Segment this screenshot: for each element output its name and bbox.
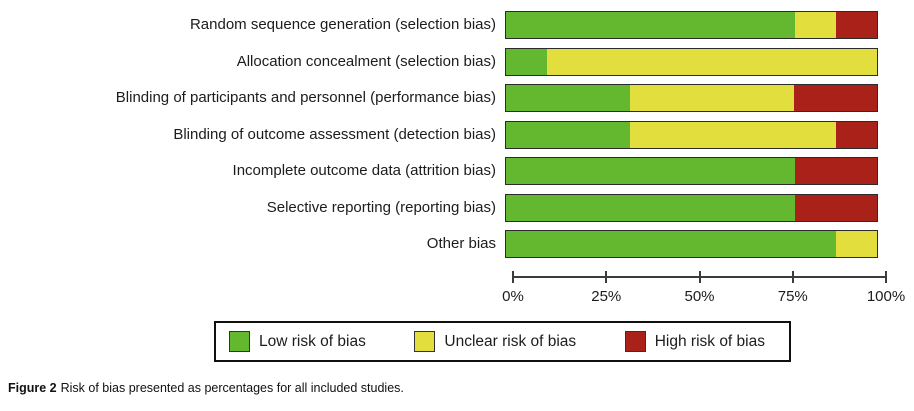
chart-row: Random sequence generation (selection bi…	[0, 11, 878, 39]
axis-tick-50	[698, 271, 701, 283]
bar-segment-unclear-risk-of-bias	[629, 85, 795, 111]
chart-row: Blinding of participants and personnel (…	[0, 84, 878, 112]
bar-track	[505, 47, 878, 76]
bar-segment-low-risk-of-bias	[506, 231, 836, 257]
axis-tick-100	[885, 271, 887, 283]
legend-label: Unclear risk of bias	[444, 332, 577, 350]
bar-segment-unclear-risk-of-bias	[547, 48, 877, 75]
bar-segment-high-risk-of-bias	[794, 158, 877, 184]
axis-tick-0	[512, 271, 514, 283]
legend-item-high-risk-of-bias: High risk of bias	[624, 331, 765, 352]
bar-segment-high-risk-of-bias	[835, 12, 877, 38]
bar-segment-low-risk-of-bias	[506, 85, 630, 111]
axis-tick-label: 50%	[684, 288, 715, 305]
bar-segment-low-risk-of-bias	[506, 194, 795, 221]
axis-tick-75	[791, 271, 794, 283]
legend-label: High risk of bias	[654, 332, 765, 350]
bar-track	[505, 230, 878, 258]
legend-swatch-high-risk-of-bias	[624, 331, 646, 352]
category-label-selective-reporting: Selective reporting (reporting bias)	[266, 198, 496, 216]
bar-track	[505, 193, 878, 222]
chart-row: Blinding of outcome assessment (detectio…	[0, 120, 878, 149]
bar-segment-high-risk-of-bias	[794, 85, 877, 111]
legend-label: Low risk of bias	[259, 332, 366, 350]
legend-swatch-unclear-risk-of-bias	[414, 331, 436, 352]
bar-track	[505, 84, 878, 112]
category-label-random-sequence: Random sequence generation (selection bi…	[189, 16, 496, 33]
legend-item-unclear-risk-of-bias: Unclear risk of bias	[414, 331, 576, 352]
bar-segment-high-risk-of-bias	[835, 121, 877, 148]
bar-segment-low-risk-of-bias	[506, 12, 795, 38]
bar-track	[505, 11, 878, 39]
bar-segment-unclear-risk-of-bias	[835, 231, 877, 257]
bar-segment-high-risk-of-bias	[794, 194, 877, 221]
category-label-allocation-concealment: Allocation concealment (selection bias)	[236, 52, 496, 70]
stacked-bar-chart: Random sequence generation (selection bi…	[0, 11, 878, 258]
chart-row: Incomplete outcome data (attrition bias)	[0, 157, 878, 185]
x-axis	[512, 270, 887, 284]
chart-row: Allocation concealment (selection bias)	[0, 47, 878, 76]
bar-segment-low-risk-of-bias	[506, 121, 630, 148]
bar-segment-low-risk-of-bias	[506, 48, 548, 75]
axis-tick-label: 75%	[777, 288, 808, 305]
caption-number: Figure 2	[8, 381, 57, 395]
category-label-blinding-of: Blinding of outcome assessment (detectio…	[173, 125, 496, 143]
chart-legend: Low risk of bias Unclear risk of bias High…	[214, 321, 791, 362]
axis-tick-label: 25%	[591, 288, 622, 305]
bar-segment-unclear-risk-of-bias	[629, 121, 836, 148]
chart-row: Selective reporting (reporting bias)	[0, 193, 878, 222]
x-axis-labels: 0% 25% 50% 75% 100%	[502, 288, 905, 306]
bar-segment-low-risk-of-bias	[506, 158, 795, 184]
caption-text: Risk of bias presented as percentages fo…	[60, 381, 404, 395]
chart-row: Other bias	[0, 230, 878, 258]
category-label-incomplete-outcome: Incomplete outcome data (attrition bias)	[232, 162, 496, 179]
bar-track	[505, 157, 878, 185]
category-label-blinding-of: Blinding of participants and personnel (…	[115, 89, 496, 106]
bar-track	[505, 120, 878, 149]
figure-caption: Figure 2 Risk of bias presented as percen…	[8, 381, 404, 395]
axis-tick-label: 100%	[866, 288, 906, 305]
category-label-other-bias: Other bias	[426, 235, 496, 252]
legend-item-low-risk-of-bias: Low risk of bias	[229, 331, 366, 352]
legend-swatch-low-risk-of-bias	[229, 331, 250, 352]
axis-tick-25	[605, 271, 608, 283]
bar-segment-unclear-risk-of-bias	[794, 12, 836, 38]
axis-tick-label: 0%	[502, 288, 524, 305]
